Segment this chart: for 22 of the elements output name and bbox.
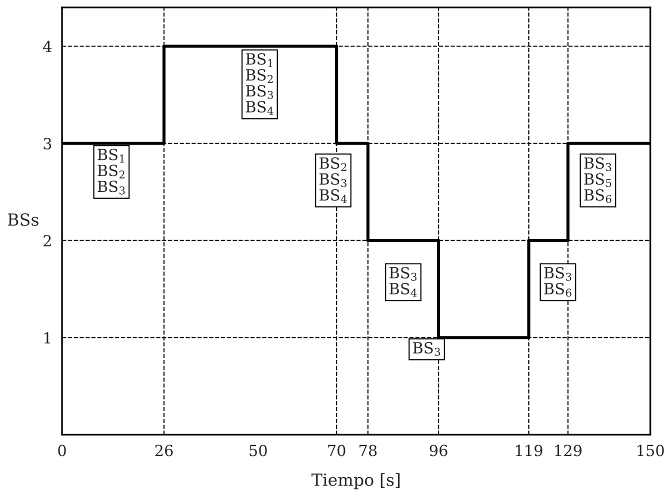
- y-axis-title: BSs: [8, 213, 38, 226]
- annotation: BS$_{2}$ BS$_{3}$ BS$_{4}$: [319, 157, 347, 203]
- y-tick-label: 2: [44, 234, 51, 246]
- x-tick-label: 70: [328, 444, 346, 456]
- y-tick-label: 4: [43, 40, 52, 52]
- x-tick-label: 150: [638, 444, 664, 456]
- annotation: BS$_{3}$ BS$_{6}$: [544, 266, 572, 297]
- y-tick-label: 1: [44, 332, 50, 344]
- x-tick-label: 26: [155, 444, 173, 456]
- x-tick-label: 96: [430, 444, 448, 456]
- x-tick-label: 50: [250, 444, 267, 456]
- annotation: BS$_{3}$ BS$_{5}$ BS$_{6}$: [584, 157, 612, 204]
- annotation: BS$_{1}$ BS$_{2}$ BS$_{3}$: [98, 148, 125, 194]
- x-tick-label: 129: [555, 444, 582, 456]
- y-tick-label: 3: [44, 138, 52, 150]
- annotation: BS$_{3}$ BS$_{4}$: [389, 266, 417, 297]
- x-tick-label: 78: [360, 444, 377, 456]
- x-tick-label: 119: [516, 444, 542, 456]
- x-axis-title: Tiempo [s]: [312, 473, 400, 490]
- annotation: BS$_{3}$: [413, 342, 440, 356]
- x-tick-label: 0: [58, 444, 66, 456]
- annotation: BS$_{1}$ BS$_{2}$ BS$_{3}$ BS$_{4}$: [246, 53, 274, 115]
